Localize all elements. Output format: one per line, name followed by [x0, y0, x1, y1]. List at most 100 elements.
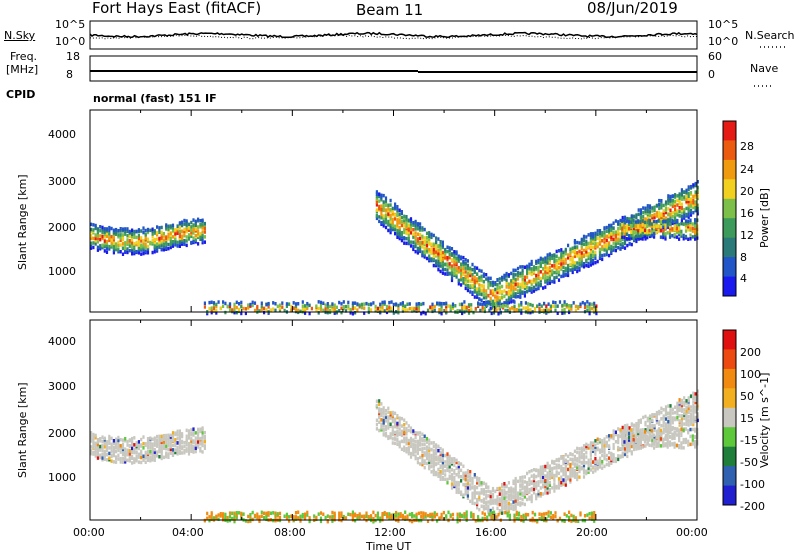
data-cell: [498, 291, 501, 295]
data-cell: [190, 220, 193, 225]
data-cell: [416, 246, 419, 251]
data-cell: [671, 211, 674, 215]
data-cell: [635, 427, 638, 432]
data-cell: [593, 513, 596, 517]
data-cell: [593, 308, 596, 313]
data-cell: [389, 213, 392, 218]
data-cell: [455, 250, 458, 254]
data-cell: [592, 441, 595, 445]
data-cell: [535, 287, 538, 292]
data-cell: [272, 511, 275, 515]
data-cell: [605, 444, 608, 448]
data-cell: [680, 403, 683, 408]
data-cell: [539, 282, 542, 287]
data-cell: [347, 304, 350, 309]
data-cell: [678, 224, 681, 229]
data-cell: [557, 457, 561, 462]
data-cell: [294, 511, 298, 515]
data-cell: [171, 235, 175, 239]
data-cell: [101, 225, 104, 230]
data-cell: [396, 415, 399, 420]
data-cell: [380, 422, 383, 427]
data-cell: [409, 240, 413, 244]
data-cell: [494, 287, 497, 292]
data-cell: [203, 435, 206, 439]
data-cell: [696, 403, 699, 408]
data-cell: [117, 244, 120, 248]
data-cell: [483, 309, 486, 314]
data-cell: [521, 502, 524, 506]
data-cell: [564, 473, 567, 478]
data-cell: [526, 285, 529, 290]
data-cell: [324, 307, 327, 311]
data-cell: [407, 224, 410, 228]
data-cell: [592, 460, 595, 464]
data-cell: [382, 206, 385, 210]
data-cell: [563, 308, 566, 312]
data-cell: [187, 429, 191, 433]
data-cell: [398, 423, 401, 427]
data-cell: [425, 245, 429, 249]
data-cell: [126, 458, 129, 462]
data-cell: [605, 225, 608, 230]
data-cell: [646, 209, 649, 214]
data-cell: [419, 225, 422, 230]
data-cell: [548, 467, 551, 472]
data-cell: [662, 213, 665, 217]
data-cell: [650, 224, 653, 229]
data-cell: [344, 516, 348, 520]
data-cell: [171, 242, 175, 246]
data-cell: [156, 233, 159, 237]
data-cell: [149, 442, 152, 447]
data-cell: [354, 301, 357, 305]
data-cell: [646, 418, 649, 423]
data-cell: [185, 437, 188, 442]
data-cell: [435, 250, 438, 254]
data-cell: [140, 246, 143, 251]
data-cell: [203, 301, 206, 305]
data-cell: [637, 435, 640, 439]
data-cell: [133, 235, 136, 239]
data-cell: [108, 247, 111, 251]
data-cell: [450, 473, 454, 477]
data-cell: [285, 304, 288, 308]
data-cell: [398, 234, 401, 239]
data-cell: [571, 259, 574, 263]
data-cell: [608, 233, 611, 237]
data-cell: [90, 244, 93, 248]
data-cell: [378, 428, 381, 433]
data-cell: [562, 481, 565, 485]
data-cell: [455, 261, 458, 265]
data-cell: [691, 235, 694, 239]
data-cell: [158, 434, 161, 439]
data-cell: [466, 279, 469, 283]
data-cell: [544, 491, 547, 495]
data-cell: [414, 454, 417, 458]
data-cell: [105, 250, 109, 254]
data-cell: [406, 517, 409, 521]
data-cell: [389, 198, 392, 203]
data-cell: [439, 245, 442, 250]
data-cell: [637, 234, 640, 238]
data-cell: [464, 486, 467, 490]
data-cell: [683, 400, 686, 405]
data-cell: [608, 437, 611, 442]
data-cell: [181, 220, 184, 224]
data-cell: [581, 518, 584, 523]
data-cell: [651, 213, 654, 218]
data-cell: [489, 302, 492, 307]
noise-sky-line: [89, 31, 698, 39]
data-cell: [131, 238, 134, 242]
data-cell: [469, 266, 472, 270]
data-cell: [562, 455, 565, 460]
data-cell: [546, 268, 549, 273]
data-cell: [425, 454, 429, 459]
data-cell: [453, 263, 456, 267]
data-cell: [404, 517, 407, 521]
data-cell: [694, 231, 697, 235]
data-cell: [319, 305, 323, 309]
data-cell: [110, 453, 113, 457]
data-cell: [603, 446, 606, 450]
data-cell: [201, 233, 204, 237]
data-cell: [549, 306, 552, 310]
